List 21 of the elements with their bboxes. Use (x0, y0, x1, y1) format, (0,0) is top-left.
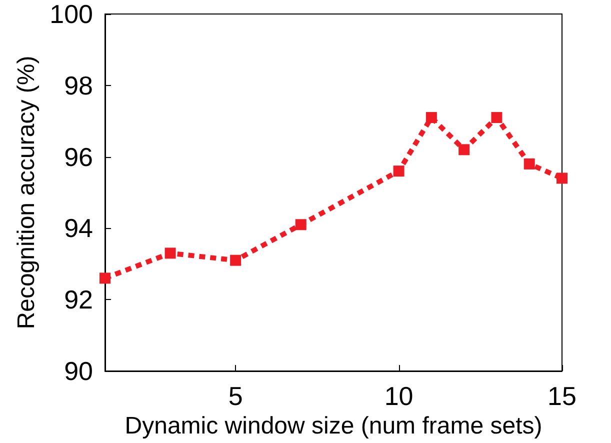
point (458, 144, 470, 156)
point (295, 219, 306, 230)
y-tick-label: 98 (64, 70, 93, 100)
y-tick-label: 100 (50, 0, 93, 29)
y-tick-label: 90 (64, 356, 93, 386)
x-tick-label: 5 (228, 381, 243, 411)
point (524, 158, 535, 170)
x-tick-label: 10 (384, 381, 414, 411)
point (393, 166, 404, 177)
x-axis-title: Dynamic window size (num frame sets) (124, 412, 542, 440)
point (426, 112, 437, 124)
y-tick-label: 92 (64, 284, 93, 315)
point (164, 248, 176, 259)
x-tick-label: 15 (548, 381, 576, 411)
y-tick-label: 96 (64, 142, 93, 172)
point (230, 254, 242, 266)
point (491, 112, 502, 124)
point (556, 172, 568, 184)
y-tick-label: 94 (64, 213, 93, 244)
point (100, 272, 110, 284)
y-axis-title: Recognition accuracy (%) (13, 56, 40, 330)
